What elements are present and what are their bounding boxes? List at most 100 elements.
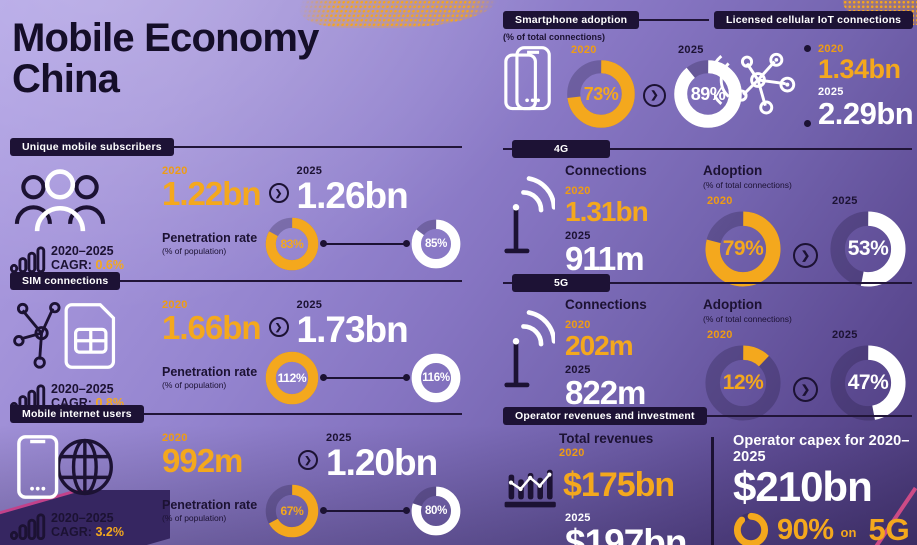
sim-network-icon [13,301,116,369]
arrow-icon [793,376,818,402]
cagr-block: 2020–2025 CAGR: 3.2% [51,511,124,540]
year-label-2020: 2020 [707,194,733,207]
capex-ring-icon [733,512,769,545]
penetration-donut-2025: 85% [410,218,462,270]
penetration-rate-title: Penetration rate (% of population) [162,366,264,389]
5g-adoption-donut-2020: 12% [703,343,783,423]
subscribers-2020-value: 1.22bn [162,175,262,212]
antenna-icon [504,176,555,254]
page-title-line2: China [12,57,120,102]
growth-bars-icon [10,245,46,273]
sim-2020-value: 1.66bn [162,309,262,346]
section-rule [706,414,912,418]
smartphone-subtitle: (% of total connections) [503,32,605,42]
arrow-icon [268,183,289,203]
subscribers-2025-value: 1.26bn [296,175,409,216]
section-5g: 5G Connections 2020 202m 2025 822 [503,274,912,423]
section-rule [610,147,912,151]
vertical-divider [711,437,714,545]
adoption-title: Adoption [703,297,763,312]
halftone-swirl-decoration [294,0,498,28]
penetration-donut-2020: 67% [264,483,320,539]
section-badge: Licensed cellular IoT connections [714,11,914,29]
cagr-label: CAGR: [51,257,92,272]
section-badge: Smartphone adoption [503,11,640,29]
4g-adoption-donut-2020: 79% [703,209,783,289]
revenue-chart-icon [504,469,556,508]
year-label-2020: 2020 [162,432,188,444]
connector-line [320,507,410,514]
section-sim-connections: SIM connections [10,272,462,411]
iot-2025-value: 2.29bn [818,96,914,132]
iot-network-icon [714,52,796,115]
penetration-donut-2020: 83% [264,216,320,272]
growth-bars-icon [10,512,46,540]
revenues-2025-value: $197bn [565,522,688,545]
section-mobile-internet-users: Mobile internet users [10,405,462,540]
arrow-icon [298,450,318,470]
section-rule [143,412,462,416]
section-rule [503,281,512,285]
section-4g: 4G Connections 2020 1.31bn 2025 9 [503,140,912,289]
year-label-2020: 2020 [162,299,188,311]
penetration-rate-title: Penetration rate (% of population) [162,499,264,522]
capex-value: $210bn [733,463,873,510]
cagr-label: CAGR: [51,524,92,539]
penetration-rate-subtitle: (% of population) [162,512,227,523]
section-operator-revenues: Operator revenues and investment Total r… [503,407,912,545]
people-group-icon [14,169,106,232]
capex-title: Operator capex for 2020–2025 [733,433,910,465]
year-label-2025: 2025 [296,299,323,311]
cagr-period: 2020–2025 [51,511,114,525]
year-label-2020: 2020 [565,184,591,197]
penetration-rate-subtitle: (% of population) [162,379,227,390]
year-label-2025: 2025 [326,432,352,444]
page-title-line1: Mobile Economy [12,16,319,60]
year-label-2025: 2025 [818,86,844,99]
year-label-2025: 2025 [565,512,591,524]
year-label-2020: 2020 [571,44,597,56]
internet-2025-value: 1.20bn [326,442,438,483]
section-rule [120,279,462,283]
penetration-donut-2025: 116% [410,352,462,404]
antenna-icon [504,310,555,388]
arrow-icon [643,84,666,107]
section-iot-connections: Licensed cellular IoT connections 2020 1… [714,11,914,132]
cagr-period: 2020–2025 [51,244,114,258]
penetration-rate-title: Penetration rate (% of population) [162,232,264,255]
section-badge: Unique mobile subscribers [10,138,174,156]
year-label-2025: 2025 [296,165,323,177]
year-label-2025: 2025 [832,194,858,207]
smartphone-donut-2020: 73% [565,58,637,130]
capex-percent: 90% [777,513,834,545]
4g-adoption-donut-2025: 53% [828,209,908,289]
year-label-2025: 2025 [565,229,591,242]
section-rule [503,147,512,151]
section-smartphone-adoption: Smartphone adoption (% of total connecti… [503,11,742,130]
cagr-value: 3.2% [95,524,124,539]
sim-2025-value: 1.73bn [296,309,409,350]
section-unique-mobile-subscribers: Unique mobile subscribers [10,138,462,273]
year-label-2020: 2020 [559,447,585,459]
capex-5g-label: 5G [868,512,910,545]
year-label-2025: 2025 [565,363,591,376]
capex-on-label: on [840,524,857,540]
phone-globe-icon [17,435,113,499]
year-label-2020: 2020 [565,318,591,331]
section-badge: Operator revenues and investment [503,407,707,425]
penetration-rate-subtitle: (% of population) [162,245,227,256]
year-label-2025: 2025 [678,44,704,56]
arrow-icon [268,317,289,337]
5g-2025-value: 822m [565,373,646,411]
connector-line [320,240,410,247]
4g-2020-value: 1.31bn [565,195,649,227]
cagr-period: 2020–2025 [51,382,114,396]
connections-title: Connections [565,163,647,178]
section-rule [173,145,462,149]
iot-2020-value: 1.34bn [818,54,901,84]
5g-adoption-donut-2025: 47% [828,343,908,423]
cagr-block: 2020–2025 CAGR: 0.6% [51,244,124,273]
section-badge: 5G [512,274,611,292]
penetration-donut-2025: 80% [410,485,462,537]
